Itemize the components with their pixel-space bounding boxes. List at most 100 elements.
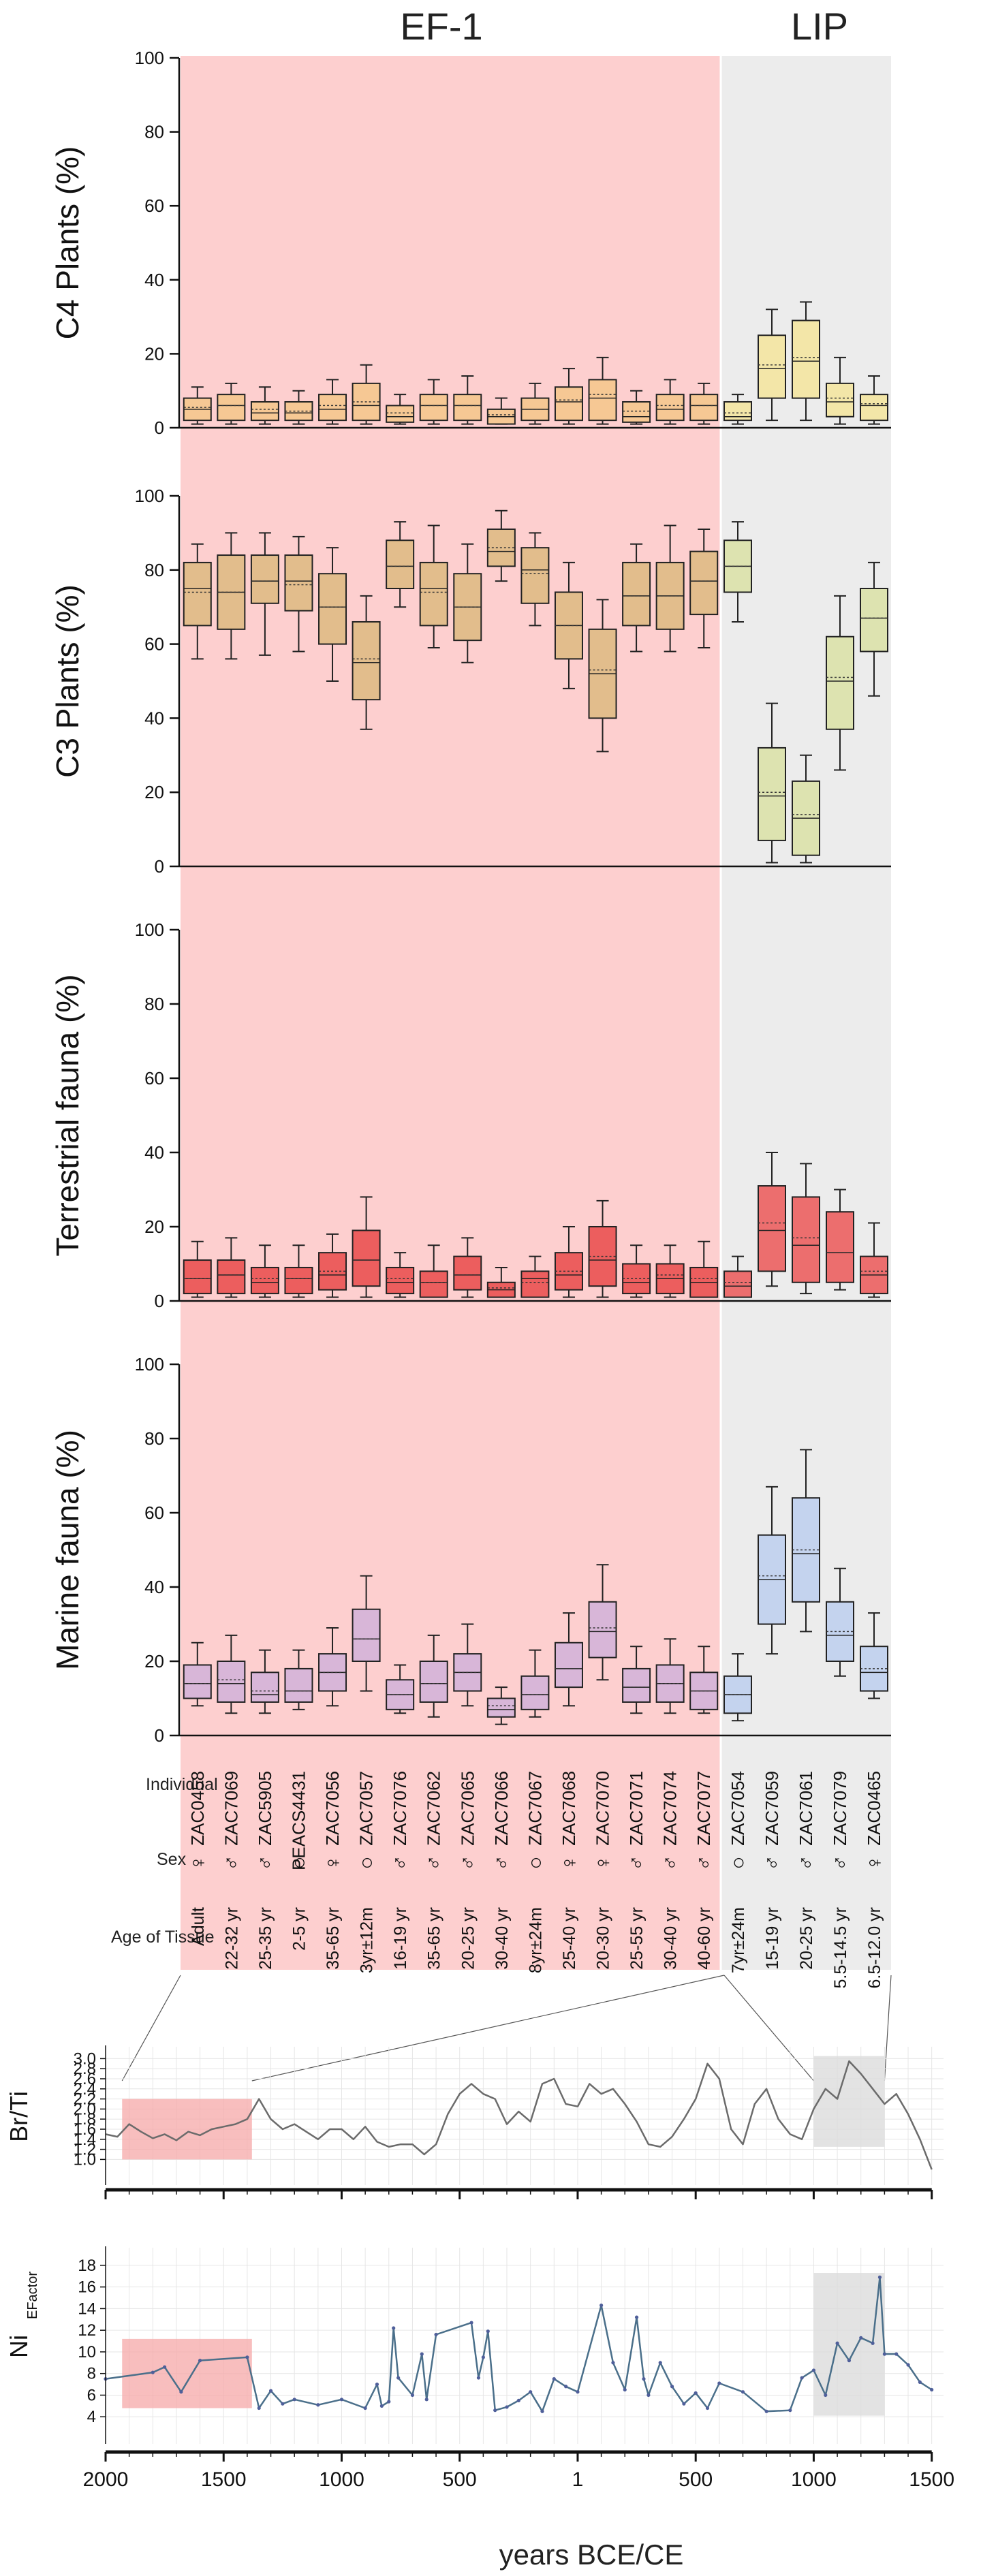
- box-iqr: [554, 1642, 583, 1688]
- box-ZAC7059: [758, 309, 786, 422]
- tissue-age: 25-40 yr: [560, 1907, 579, 1970]
- sex-symbol: ♂: [489, 1855, 514, 1871]
- sex-symbol: ○: [354, 1856, 379, 1869]
- box-ZAC7071: [622, 390, 651, 425]
- ni-point: [434, 2332, 438, 2337]
- y-axis-title: Terrestrial fauna (%): [50, 974, 85, 1256]
- y-tick-label: 60: [144, 1503, 164, 1523]
- sex-symbol: ♀: [557, 1855, 581, 1871]
- box-iqr: [250, 1266, 279, 1295]
- x-tick-label: 500: [679, 2468, 713, 2491]
- box-iqr: [758, 1185, 786, 1272]
- sex-symbol: ○: [286, 1856, 311, 1869]
- box-iqr: [588, 379, 617, 422]
- ni-point: [151, 2370, 155, 2374]
- box-ZAC7068: [554, 1612, 583, 1707]
- sex-symbol: ♂: [828, 1855, 852, 1871]
- box-iqr: [520, 547, 550, 604]
- ni-point: [476, 2376, 481, 2380]
- y-axis-subscript: EFactor: [25, 2272, 40, 2319]
- ni-panel: 4 6 8 10 12 14 16 18 Ni EFactor: [5, 2246, 944, 2462]
- sex-symbol: ♂: [794, 1855, 818, 1871]
- tissue-age: 7yr±24m: [729, 1907, 748, 1973]
- tissue-age: 40-60 yr: [695, 1907, 714, 1970]
- box-ZAC7070: [588, 599, 617, 753]
- ni-point: [339, 2398, 344, 2402]
- sex-symbol: ♀: [591, 1855, 615, 1871]
- box-iqr: [318, 394, 347, 422]
- box-iqr: [758, 334, 786, 399]
- ni-point: [316, 2403, 320, 2407]
- ni-point: [824, 2393, 828, 2398]
- ni-point: [179, 2390, 183, 2394]
- box-ZAC7057: [352, 364, 381, 425]
- ni-point: [600, 2304, 604, 2308]
- ni-point: [658, 2361, 662, 2365]
- sex-symbol: ♂: [455, 1855, 480, 1871]
- box-ZAC7076: [386, 1252, 415, 1298]
- y-tick-label: 100: [135, 1354, 164, 1375]
- ni-point: [392, 2326, 396, 2330]
- tissue-age: 8yr±24m: [526, 1907, 545, 1973]
- ni-series: [105, 2276, 933, 2413]
- y-tick-label: 16: [78, 2278, 96, 2297]
- individual-id: PEACS4431: [288, 1771, 309, 1870]
- ni-point: [670, 2385, 674, 2389]
- box-iqr: [386, 539, 415, 590]
- ni-point: [634, 2315, 639, 2319]
- ni-point: [811, 2368, 816, 2372]
- tissue-age: 20-25 yr: [797, 1907, 816, 1970]
- box-PEACS4431: [284, 1244, 313, 1298]
- ni-point: [741, 2390, 745, 2394]
- y-tick-label: 1.2: [74, 2141, 96, 2159]
- box-ZAC7079: [826, 356, 854, 425]
- y-tick-label: 18: [78, 2257, 96, 2275]
- y-tick-label: 2.6: [74, 2070, 96, 2088]
- box-ZAC7061: [792, 301, 820, 422]
- box-ZAC7054: [723, 394, 752, 425]
- sex-symbol: ♂: [691, 1855, 716, 1871]
- box-ZAC7061: [792, 1449, 820, 1633]
- box-ZAC7074: [655, 379, 685, 425]
- tissue-age: 22-32 yr: [222, 1907, 241, 1970]
- tissue-age: 30-40 yr: [661, 1907, 681, 1970]
- y-tick-label: 0: [155, 1291, 164, 1311]
- box-iqr: [386, 405, 415, 423]
- sex-symbol: ♀: [185, 1855, 210, 1871]
- y-tick-label: 60: [144, 1068, 164, 1088]
- box-ZAC7069: [217, 1634, 246, 1714]
- individual-id: ZAC7068: [559, 1771, 579, 1846]
- box-ZAC7067: [520, 382, 550, 425]
- connector-line: [884, 1975, 892, 2082]
- box-iqr: [689, 550, 719, 616]
- box-iqr: [622, 400, 651, 423]
- x-tick-label: 1500: [201, 2468, 247, 2491]
- box-iqr: [419, 394, 448, 422]
- individual-id: ZAC7079: [830, 1771, 850, 1846]
- box-ZAC7065: [453, 543, 482, 663]
- box-iqr: [826, 1211, 854, 1283]
- box-iqr: [183, 561, 212, 627]
- box-iqr: [386, 1266, 415, 1295]
- y-tick-label: 60: [144, 195, 164, 216]
- ni-point: [682, 2402, 686, 2406]
- y-tick-label: 0: [155, 856, 164, 877]
- y-tick-label: 100: [135, 486, 164, 506]
- box-ZAC7079: [826, 1189, 854, 1291]
- connector-line: [121, 1975, 181, 2082]
- ni-point: [379, 2404, 384, 2408]
- y-tick-label: 40: [144, 708, 164, 728]
- box-ZAC7066: [486, 397, 516, 425]
- box-iqr: [453, 394, 482, 422]
- box-PEACS4431: [284, 1649, 313, 1710]
- ni-point: [859, 2336, 863, 2340]
- individual-table: Individual Sex Age of Tissue ZAC0458 ♀ Adu…: [111, 1771, 886, 1989]
- box-ZAC7067: [520, 532, 550, 627]
- box-ZAC7062: [419, 379, 448, 425]
- period-label-ef1: EF-1: [400, 5, 482, 48]
- box-ZAC5905: [250, 532, 279, 656]
- box-ZAC7077: [689, 382, 719, 425]
- y-tick-label: 80: [144, 560, 164, 580]
- ni-point: [647, 2393, 651, 2398]
- box-iqr: [284, 554, 313, 612]
